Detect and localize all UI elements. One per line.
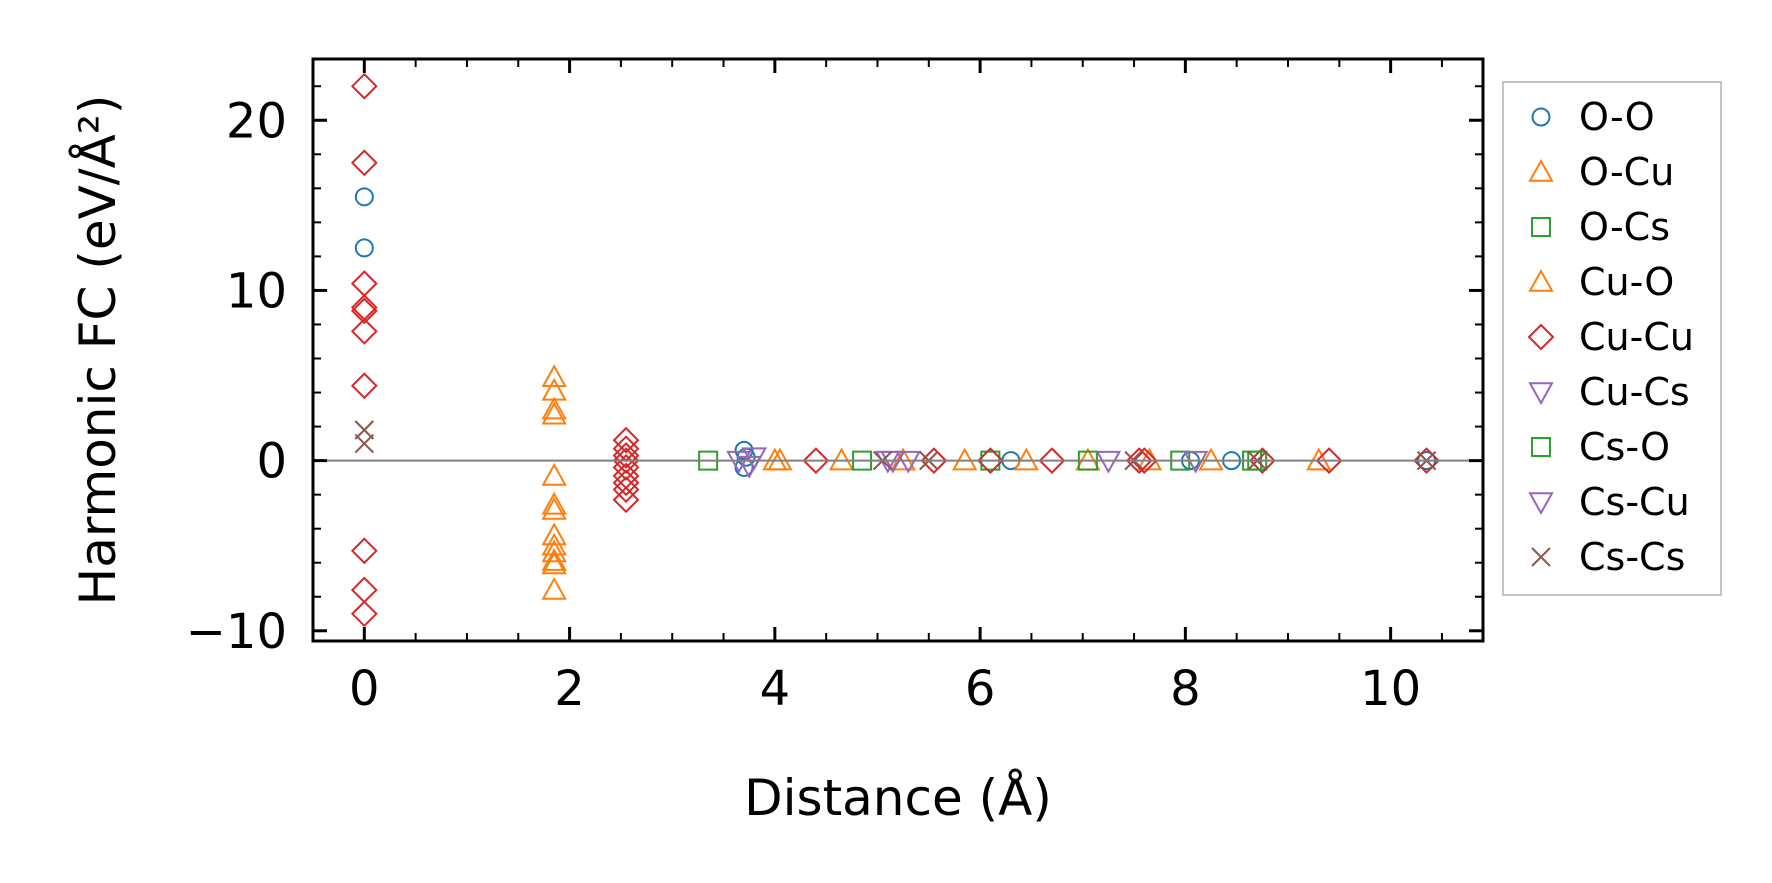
point-cu-cs: [895, 450, 921, 474]
point-cu-cu: [350, 317, 378, 345]
legend: O-O O-Cu O-Cs Cu-O Cu-Cu Cu-Cs Cs-O Cs-Cu Cs-Cs: [1502, 81, 1722, 596]
x-tick-label: 4: [760, 661, 791, 717]
point-cu-o: [541, 539, 567, 563]
point-o-cu: [541, 364, 567, 388]
point-cu-o: [541, 547, 567, 571]
y-tick-label: −10: [186, 604, 287, 660]
point-cs-cs: [354, 433, 375, 454]
point-cu-o: [541, 551, 567, 575]
point-cu-cu: [350, 576, 378, 604]
point-cu-cs: [1182, 450, 1209, 474]
legend-label-cs-cu: Cs-Cu: [1579, 480, 1690, 524]
point-cu-cu: [350, 600, 378, 628]
point-o-cu: [541, 576, 567, 600]
point-cu-cu: [612, 486, 640, 514]
legend-label-cs-cs: Cs-Cs: [1579, 535, 1685, 579]
point-o-cu: [890, 447, 916, 471]
legend-marker-cs-o: [1531, 437, 1551, 457]
point-cu-cu: [350, 149, 378, 177]
point-o-cu: [541, 396, 567, 420]
point-cu-cu: [1413, 447, 1440, 475]
point-o-cu: [541, 491, 567, 515]
plot-markers: [350, 72, 1440, 628]
tick-labels: 0 2 4 6 8 10 −10 0 10 20: [186, 93, 1421, 717]
legend-label-cu-o: Cu-O: [1579, 260, 1674, 304]
x-axis-label: Distance (Å): [744, 769, 1052, 827]
point-o-o: [354, 187, 374, 207]
legend-label-cu-cu: Cu-Cu: [1579, 315, 1694, 359]
point-cu-cu: [612, 442, 640, 469]
point-cu-cu: [350, 537, 378, 565]
point-cu-cu: [1130, 447, 1158, 475]
point-cu-cu: [350, 270, 378, 298]
y-tick-label: 0: [256, 434, 287, 490]
legend-marker-cs-cu: [1528, 492, 1554, 516]
point-o-cu: [541, 496, 567, 520]
x-tick-label: 0: [349, 661, 380, 717]
point-cs-cs: [354, 420, 375, 440]
x-tick-label: 2: [554, 661, 585, 717]
point-o-cu: [1306, 447, 1332, 471]
point-cu-cu: [350, 72, 378, 100]
x-tick-label: 8: [1170, 661, 1201, 717]
legend-marker-cu-o: [1528, 268, 1554, 292]
point-cu-cu: [976, 447, 1004, 475]
point-o-cu: [541, 401, 567, 425]
point-cu-cu: [612, 476, 640, 503]
point-o-cu: [1013, 447, 1039, 471]
point-o-cu: [828, 447, 855, 471]
point-cs-cu: [726, 450, 752, 474]
x-tick-label: 6: [965, 661, 996, 717]
point-o-cu: [952, 447, 978, 471]
legend-marker-o-cs: [1531, 217, 1551, 237]
legend-marker-cs-cs: [1531, 547, 1551, 567]
legend-marker-o-o: [1531, 107, 1551, 127]
plot-frame: [311, 57, 1485, 643]
point-cu-cu: [350, 372, 378, 400]
legend-items: O-O O-Cu O-Cs Cu-O Cu-Cu Cu-Cs Cs-O Cs-Cu Cs-Cs: [1527, 95, 1694, 579]
legend-label-cu-cs: Cu-Cs: [1579, 370, 1690, 414]
point-cu-cu: [1038, 447, 1066, 475]
point-cu-cu: [1315, 447, 1343, 475]
legend-label-o-cs: O-Cs: [1579, 205, 1670, 249]
axis-ticks: [313, 59, 1483, 641]
point-o-cu: [1198, 447, 1224, 471]
legend-label-o-o: O-O: [1579, 95, 1655, 139]
y-tick-label: 20: [226, 93, 287, 149]
point-cu-cs: [1095, 450, 1122, 474]
point-o-o: [354, 238, 374, 258]
point-cu-cu: [612, 469, 640, 497]
legend-marker-cu-cs: [1528, 382, 1554, 406]
point-cu-o: [767, 447, 793, 471]
y-axis-label: Harmonic FC (eV/Å²): [69, 95, 127, 606]
point-cu-cu: [612, 454, 640, 481]
point-o-cu: [541, 462, 567, 486]
point-cu-cu: [612, 447, 640, 475]
legend-label-cs-o: Cs-O: [1579, 425, 1670, 469]
point-cu-cu: [802, 447, 830, 475]
point-cu-cs: [741, 447, 768, 471]
point-cu-cu: [612, 426, 640, 454]
legend-marker-o-cu: [1528, 158, 1554, 182]
point-o-cu: [541, 522, 567, 546]
x-tick-label: 10: [1360, 661, 1421, 717]
point-cu-cu: [350, 297, 378, 325]
legend-marker-cu-cu: [1527, 323, 1555, 351]
legend-label-o-cu: O-Cu: [1579, 150, 1674, 194]
y-tick-label: 10: [226, 263, 287, 319]
